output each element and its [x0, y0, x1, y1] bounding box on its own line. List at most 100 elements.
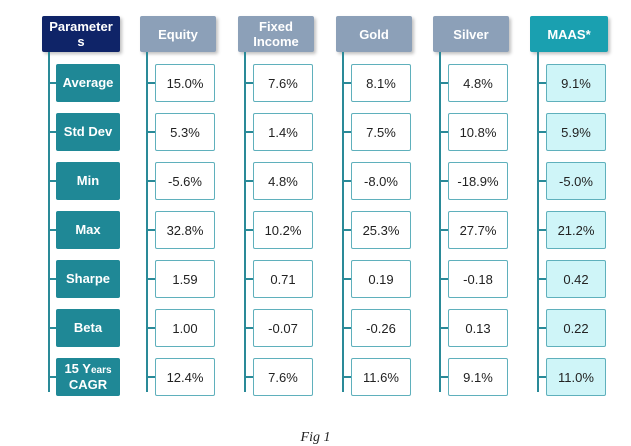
row-label-text: 15 Y — [64, 361, 91, 376]
row-label-text: Std Dev — [63, 124, 113, 139]
connector-tick — [48, 131, 57, 133]
row-label-text-small: ears — [90, 365, 112, 376]
cell-fixed-max: 10.2% — [253, 211, 313, 249]
header-gold: Gold — [336, 16, 412, 52]
cell-equity-cagr: 12.4% — [155, 358, 215, 396]
connector-tick — [537, 376, 546, 378]
cell-equity-average: 15.0% — [155, 64, 215, 102]
connector-line-parameters — [48, 52, 50, 392]
cell-fixed-std-dev: 1.4% — [253, 113, 313, 151]
connector-tick — [146, 180, 155, 182]
cell-equity-std-dev: 5.3% — [155, 113, 215, 151]
connector-tick — [244, 229, 253, 231]
connector-tick — [439, 278, 448, 280]
header-silver-text: Silver — [453, 26, 489, 42]
connector-line-fixed-income — [244, 52, 246, 392]
cell-silver-min: -18.9% — [448, 162, 508, 200]
cell-maas-cagr: 11.0% — [546, 358, 606, 396]
header-gold-text: Gold — [359, 26, 389, 42]
connector-tick — [48, 180, 57, 182]
connector-tick — [146, 278, 155, 280]
connector-tick — [146, 82, 155, 84]
row-label-max: Max — [56, 211, 120, 249]
cell-fixed-cagr: 7.6% — [253, 358, 313, 396]
connector-tick — [342, 278, 351, 280]
header-maas-text: MAAS* — [547, 26, 591, 42]
connector-tick — [244, 278, 253, 280]
connector-tick — [244, 376, 253, 378]
connector-tick — [537, 229, 546, 231]
header-silver: Silver — [433, 16, 509, 52]
cell-maas-std-dev: 5.9% — [546, 113, 606, 151]
connector-tick — [439, 131, 448, 133]
connector-tick — [342, 131, 351, 133]
connector-tick — [146, 229, 155, 231]
header-parameters-text: Parameter — [49, 19, 113, 34]
cell-equity-beta: 1.00 — [155, 309, 215, 347]
cell-maas-average: 9.1% — [546, 64, 606, 102]
connector-tick — [439, 229, 448, 231]
cell-fixed-average: 7.6% — [253, 64, 313, 102]
connector-tick — [537, 82, 546, 84]
row-label-text: Max — [75, 222, 101, 237]
connector-tick — [342, 229, 351, 231]
cell-gold-std-dev: 7.5% — [351, 113, 411, 151]
connector-tick — [537, 180, 546, 182]
cell-maas-sharpe: 0.42 — [546, 260, 606, 298]
row-label-text: Average — [62, 75, 114, 90]
row-label-text-2: CAGR — [68, 377, 108, 392]
connector-tick — [244, 327, 253, 329]
connector-tick — [48, 278, 57, 280]
cell-silver-std-dev: 10.8% — [448, 113, 508, 151]
connector-line-equity — [146, 52, 148, 392]
header-parameters-text-2: s — [77, 34, 85, 49]
header-equity-text: Equity — [158, 26, 198, 42]
connector-tick — [439, 180, 448, 182]
connector-line-silver — [439, 52, 441, 392]
connector-tick — [244, 131, 253, 133]
cell-equity-min: -5.6% — [155, 162, 215, 200]
cell-fixed-beta: -0.07 — [253, 309, 313, 347]
connector-tick — [244, 180, 253, 182]
cell-maas-max: 21.2% — [546, 211, 606, 249]
connector-tick — [342, 327, 351, 329]
connector-tick — [146, 376, 155, 378]
row-label-min: Min — [56, 162, 120, 200]
connector-tick — [439, 376, 448, 378]
cell-equity-sharpe: 1.59 — [155, 260, 215, 298]
cell-maas-beta: 0.22 — [546, 309, 606, 347]
row-label-15y-cagr: 15 Years CAGR — [56, 358, 120, 396]
connector-line-maas — [537, 52, 539, 392]
cell-gold-cagr: 11.6% — [351, 358, 411, 396]
cell-silver-average: 4.8% — [448, 64, 508, 102]
connector-tick — [537, 131, 546, 133]
connector-tick — [439, 82, 448, 84]
cell-silver-beta: 0.13 — [448, 309, 508, 347]
connector-tick — [146, 327, 155, 329]
connector-line-gold — [342, 52, 344, 392]
connector-tick — [537, 327, 546, 329]
header-parameters: Parameter s — [42, 16, 120, 52]
connector-tick — [146, 131, 155, 133]
cell-gold-average: 8.1% — [351, 64, 411, 102]
connector-tick — [48, 327, 57, 329]
cell-silver-cagr: 9.1% — [448, 358, 508, 396]
cell-gold-sharpe: 0.19 — [351, 260, 411, 298]
cell-silver-max: 27.7% — [448, 211, 508, 249]
row-label-text: Min — [76, 173, 100, 188]
connector-tick — [244, 82, 253, 84]
header-maas: MAAS* — [530, 16, 608, 52]
header-fixed-income: Fixed Income — [238, 16, 314, 52]
cell-silver-sharpe: -0.18 — [448, 260, 508, 298]
row-label-text: Beta — [73, 320, 103, 335]
connector-tick — [342, 376, 351, 378]
connector-tick — [537, 278, 546, 280]
cell-gold-max: 25.3% — [351, 211, 411, 249]
connector-tick — [439, 327, 448, 329]
header-fixed-text: Fixed — [259, 19, 293, 34]
row-label-beta: Beta — [56, 309, 120, 347]
row-label-average: Average — [56, 64, 120, 102]
cell-fixed-sharpe: 0.71 — [253, 260, 313, 298]
header-fixed-text-2: Income — [253, 34, 299, 49]
cell-maas-min: -5.0% — [546, 162, 606, 200]
